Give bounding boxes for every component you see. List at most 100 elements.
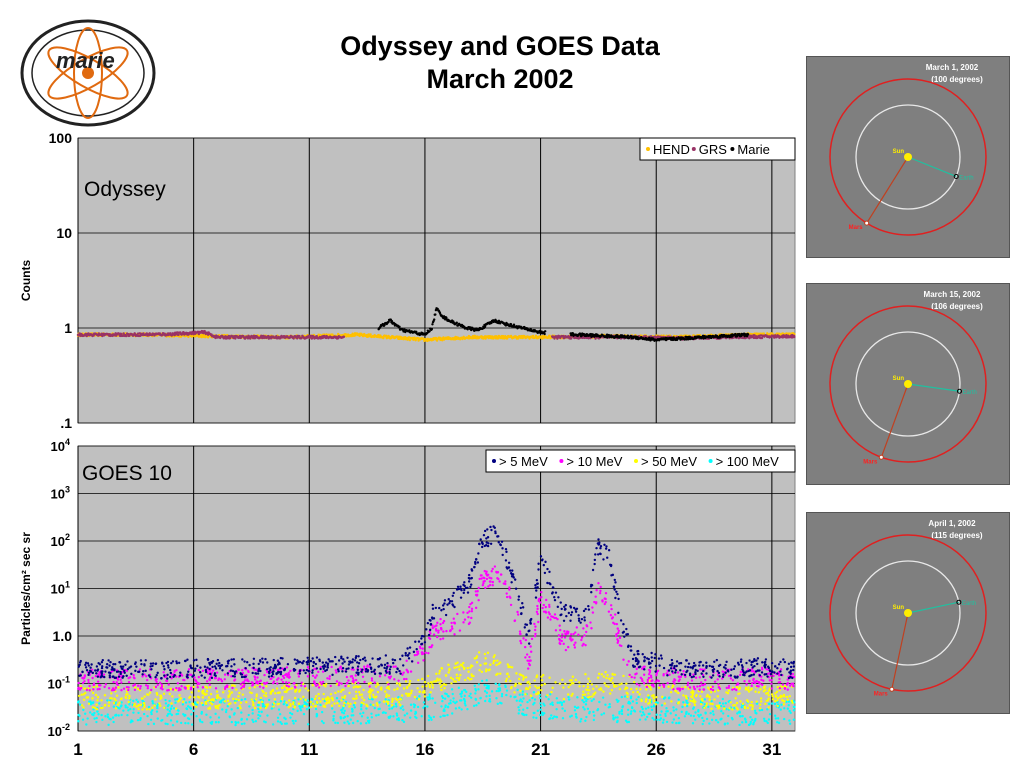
point-series bbox=[442, 714, 445, 717]
point-series bbox=[600, 673, 604, 676]
point-hend bbox=[408, 338, 412, 342]
point-series bbox=[571, 675, 575, 678]
point-series bbox=[725, 686, 728, 690]
point-series bbox=[205, 713, 208, 716]
point-series bbox=[590, 699, 593, 703]
point-series bbox=[307, 689, 310, 692]
point-series bbox=[527, 680, 530, 684]
point-series bbox=[672, 718, 676, 721]
point-series bbox=[609, 679, 612, 682]
point-series bbox=[373, 681, 376, 684]
point-series bbox=[675, 708, 678, 711]
point-series bbox=[705, 717, 709, 721]
point-series bbox=[705, 702, 709, 705]
point-series bbox=[650, 708, 654, 712]
point-series bbox=[533, 635, 537, 638]
point-series bbox=[273, 698, 277, 701]
point-series bbox=[251, 712, 254, 715]
point-series bbox=[561, 678, 564, 681]
point-series bbox=[759, 688, 762, 691]
point-series bbox=[624, 719, 628, 722]
point-grs bbox=[570, 337, 573, 340]
point-series bbox=[630, 710, 633, 713]
point-series bbox=[355, 697, 358, 700]
point-series bbox=[417, 698, 421, 701]
point-series bbox=[661, 695, 664, 699]
point-series bbox=[92, 713, 95, 717]
point-series bbox=[223, 700, 227, 703]
point-series bbox=[271, 723, 275, 726]
point-series bbox=[583, 693, 587, 696]
point-series bbox=[346, 720, 349, 723]
point-series bbox=[338, 700, 341, 703]
point-series bbox=[521, 690, 525, 693]
point-series bbox=[581, 696, 584, 699]
point-series bbox=[287, 706, 290, 709]
point-series bbox=[567, 686, 570, 689]
point-series bbox=[638, 693, 641, 696]
point-series bbox=[782, 717, 786, 721]
point-series bbox=[518, 682, 521, 685]
point-series bbox=[107, 701, 111, 704]
legend-marker bbox=[730, 147, 735, 151]
point-series bbox=[690, 679, 694, 682]
point-series bbox=[311, 674, 315, 677]
point-series bbox=[678, 721, 681, 725]
point-series bbox=[681, 705, 684, 709]
point-series bbox=[240, 698, 243, 702]
point-series bbox=[429, 691, 432, 694]
point-series bbox=[158, 681, 162, 685]
point-series bbox=[86, 717, 89, 720]
point-series bbox=[91, 697, 94, 700]
point-series bbox=[172, 707, 176, 710]
point-series bbox=[700, 690, 704, 693]
point-series bbox=[201, 669, 205, 673]
point-series bbox=[97, 713, 100, 716]
point-series bbox=[561, 717, 565, 720]
point-series bbox=[536, 604, 539, 608]
point-series bbox=[237, 695, 240, 698]
point-series bbox=[384, 698, 387, 701]
point-series bbox=[447, 671, 450, 674]
point-series bbox=[515, 672, 518, 675]
point-series bbox=[677, 698, 680, 701]
point-marie bbox=[398, 325, 401, 328]
point-series bbox=[243, 722, 246, 725]
point-series bbox=[481, 583, 485, 587]
point-series bbox=[285, 703, 289, 707]
point-series bbox=[440, 667, 444, 670]
point-series bbox=[540, 595, 543, 599]
point-series bbox=[518, 693, 521, 696]
point-series bbox=[629, 712, 633, 715]
point-series bbox=[186, 687, 190, 690]
point-series bbox=[354, 678, 358, 682]
point-series bbox=[495, 697, 498, 700]
point-series bbox=[628, 702, 631, 705]
point-series bbox=[168, 699, 171, 703]
point-series bbox=[369, 681, 372, 685]
point-series bbox=[555, 707, 558, 711]
point-series bbox=[551, 686, 554, 690]
point-hend bbox=[369, 333, 372, 336]
point-series bbox=[137, 711, 140, 715]
point-hend bbox=[472, 336, 475, 340]
point-series bbox=[691, 689, 694, 693]
point-series bbox=[143, 706, 146, 709]
point-series bbox=[701, 716, 704, 720]
point-series bbox=[276, 720, 280, 723]
point-series bbox=[539, 708, 542, 711]
point-series bbox=[483, 652, 487, 656]
point-series bbox=[344, 684, 347, 688]
point-series bbox=[290, 687, 294, 690]
point-series bbox=[782, 703, 786, 706]
point-marie bbox=[544, 330, 547, 333]
point-series bbox=[339, 690, 343, 693]
point-series bbox=[648, 701, 652, 704]
point-series bbox=[94, 693, 98, 697]
point-series bbox=[462, 697, 466, 701]
point-series bbox=[95, 720, 98, 724]
point-series bbox=[504, 679, 508, 683]
point-series bbox=[300, 681, 303, 684]
point-series bbox=[413, 653, 417, 657]
